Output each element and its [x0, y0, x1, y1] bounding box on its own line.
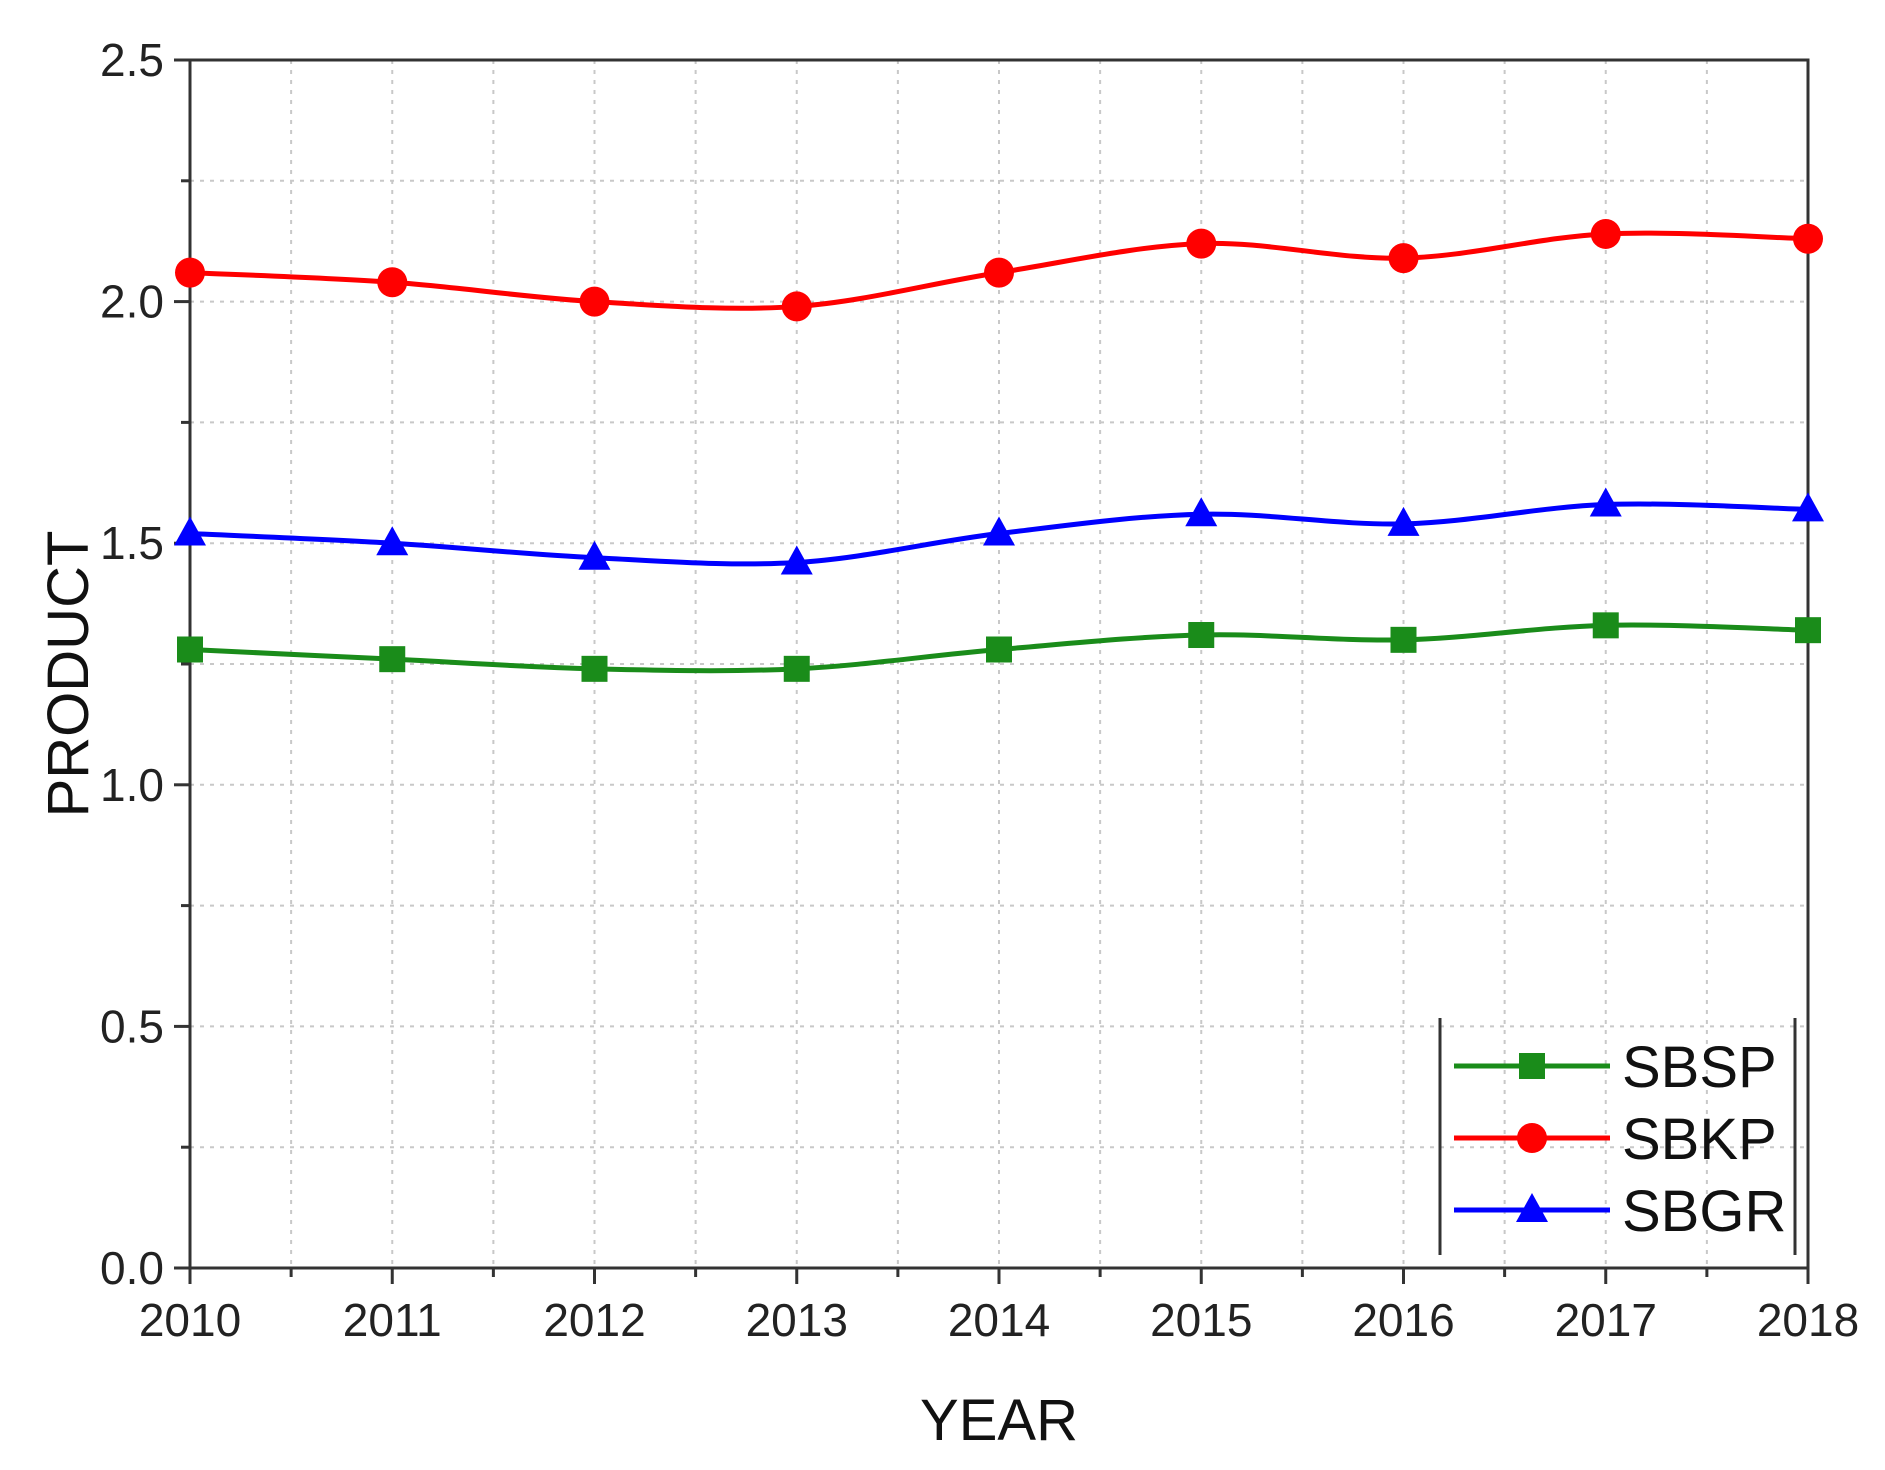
x-tick-label: 2014 — [948, 1294, 1050, 1346]
data-point-sbkp — [1793, 223, 1823, 254]
legend-item-sbgr: SBGR — [1454, 1179, 1786, 1244]
data-point-sbkp — [1186, 228, 1217, 259]
x-axis-title: YEAR — [920, 1388, 1078, 1453]
data-point-sbsp — [986, 636, 1012, 663]
data-point-sbsp — [1592, 612, 1619, 639]
series-sbsp — [177, 612, 1821, 682]
y-tick-label: 2.5 — [100, 34, 164, 86]
data-point-sbsp — [581, 655, 608, 682]
data-point-sbgr — [780, 545, 813, 575]
data-point-sbgr — [578, 540, 611, 570]
series-sbgr — [174, 487, 1824, 575]
y-tick-label: 0.0 — [100, 1242, 164, 1294]
data-point-sbsp — [177, 636, 203, 663]
x-tick-label: 2010 — [139, 1294, 241, 1346]
data-point-sbgr — [1792, 492, 1824, 522]
x-tick-label: 2012 — [543, 1294, 645, 1346]
legend-label-sbgr: SBGR — [1622, 1179, 1786, 1244]
y-axis-title: PRODUCT — [36, 531, 101, 818]
legend: SBSP SBKP SBGR — [1438, 1018, 1797, 1255]
y-tick-label: 1.0 — [100, 759, 164, 811]
data-point-sbsp — [1795, 617, 1821, 644]
legend-marker-sbkp — [1517, 1123, 1547, 1153]
data-point-sbkp — [175, 257, 205, 288]
data-point-sbgr — [1387, 506, 1420, 536]
data-point-sbsp — [379, 646, 406, 673]
x-tick-label: 2013 — [746, 1294, 848, 1346]
legend-marker-sbgr — [1516, 1193, 1548, 1222]
data-point-sbsp — [1390, 626, 1417, 653]
data-point-sbkp — [984, 257, 1014, 288]
y-tick-label: 1.5 — [100, 517, 164, 569]
y-tick-label: 0.5 — [100, 1000, 164, 1052]
x-tick-label: 2017 — [1555, 1294, 1657, 1346]
x-tick-label: 2018 — [1757, 1294, 1859, 1346]
data-point-sbgr — [174, 516, 206, 546]
x-tick-label: 2011 — [343, 1294, 442, 1346]
data-point-sbkp — [1388, 243, 1419, 274]
series-sbkp — [175, 218, 1823, 322]
data-point-sbgr — [983, 516, 1015, 546]
data-point-sbkp — [1590, 218, 1621, 249]
data-point-sbkp — [377, 267, 408, 298]
x-tick-label: 2016 — [1352, 1294, 1454, 1346]
legend-label-sbsp: SBSP — [1622, 1035, 1777, 1100]
grid-lines — [190, 60, 1808, 1268]
axis-ticks: 2010 2011 2012 2013 2014 2015 2016 2017 2018 0.0 0… — [100, 34, 1859, 1346]
data-point-sbgr — [376, 526, 409, 556]
data-point-sbsp — [1188, 622, 1215, 649]
data-point-sbkp — [579, 286, 610, 317]
data-point-sbkp — [781, 291, 812, 322]
data-point-sbgr — [1589, 487, 1622, 517]
x-tick-label: 2015 — [1150, 1294, 1252, 1346]
legend-marker-sbsp — [1519, 1053, 1545, 1079]
series-layer — [174, 218, 1824, 682]
y-tick-label: 2.0 — [100, 276, 164, 328]
legend-item-sbsp: SBSP — [1454, 1035, 1777, 1100]
legend-label-sbkp: SBKP — [1622, 1107, 1777, 1172]
data-point-sbgr — [1185, 497, 1218, 527]
legend-item-sbkp: SBKP — [1454, 1107, 1777, 1172]
data-point-sbsp — [783, 655, 810, 682]
